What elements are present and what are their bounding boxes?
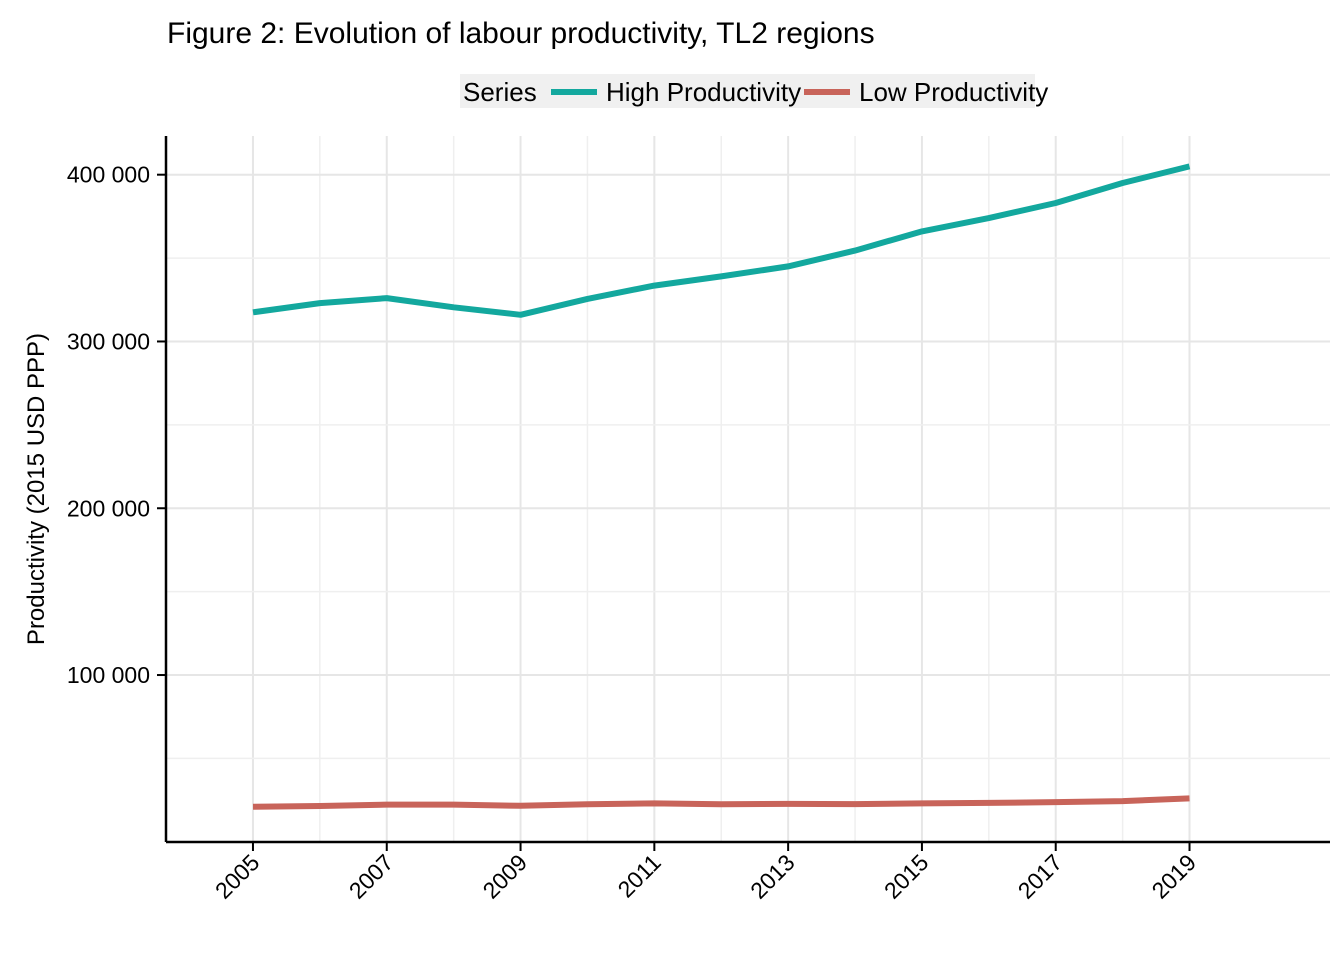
y-axis-label: Productivity (2015 USD PPP) <box>23 333 50 645</box>
y-tick-label: 100 000 <box>67 662 150 688</box>
x-tick-label: 2011 <box>613 849 666 902</box>
grid <box>166 136 1330 842</box>
legend-label-high-productivity: High Productivity <box>606 77 801 107</box>
x-tick-label: 2009 <box>478 849 533 904</box>
x-tick-label: 2017 <box>1013 849 1068 904</box>
y-tick-label: 200 000 <box>67 495 150 521</box>
series-line-high-productivity <box>252 163 1191 318</box>
legend-label-low-productivity: Low Productivity <box>859 77 1048 107</box>
legend-title: Series <box>463 77 537 107</box>
series-line-low-productivity <box>252 795 1190 810</box>
legend: Series High Productivity Low Productivit… <box>460 74 1048 108</box>
y-tick-label: 300 000 <box>67 328 150 354</box>
x-tick-label: 2013 <box>745 849 800 904</box>
x-tick-label: 2019 <box>1146 849 1201 904</box>
series-layer <box>252 163 1191 810</box>
y-tick-label: 400 000 <box>67 162 150 188</box>
chart-title: Figure 2: Evolution of labour productivi… <box>167 17 875 50</box>
x-tick-label: 2007 <box>344 849 399 904</box>
x-tick-label: 2015 <box>879 849 934 904</box>
x-axis-ticks: 2005 2007 2009 2011 2013 2015 2017 2019 <box>210 842 1201 904</box>
y-axis-ticks: 100 000 200 000 300 000 400 000 <box>67 162 166 688</box>
x-tick-label: 2005 <box>210 849 265 904</box>
